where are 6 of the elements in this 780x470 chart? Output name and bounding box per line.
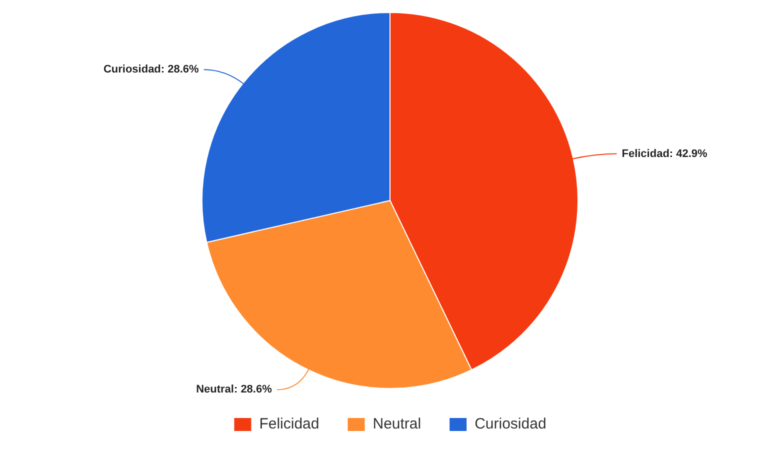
legend-label: Neutral (372, 416, 422, 433)
legend-label: Curiosidad (474, 416, 546, 433)
data-label: Curiosidad: 28.6% (103, 64, 200, 76)
data-label: Felicidad: 42.9% (622, 148, 708, 160)
legend-label: Felicidad (259, 416, 320, 433)
data-label: Neutral: 28.6% (196, 384, 272, 396)
